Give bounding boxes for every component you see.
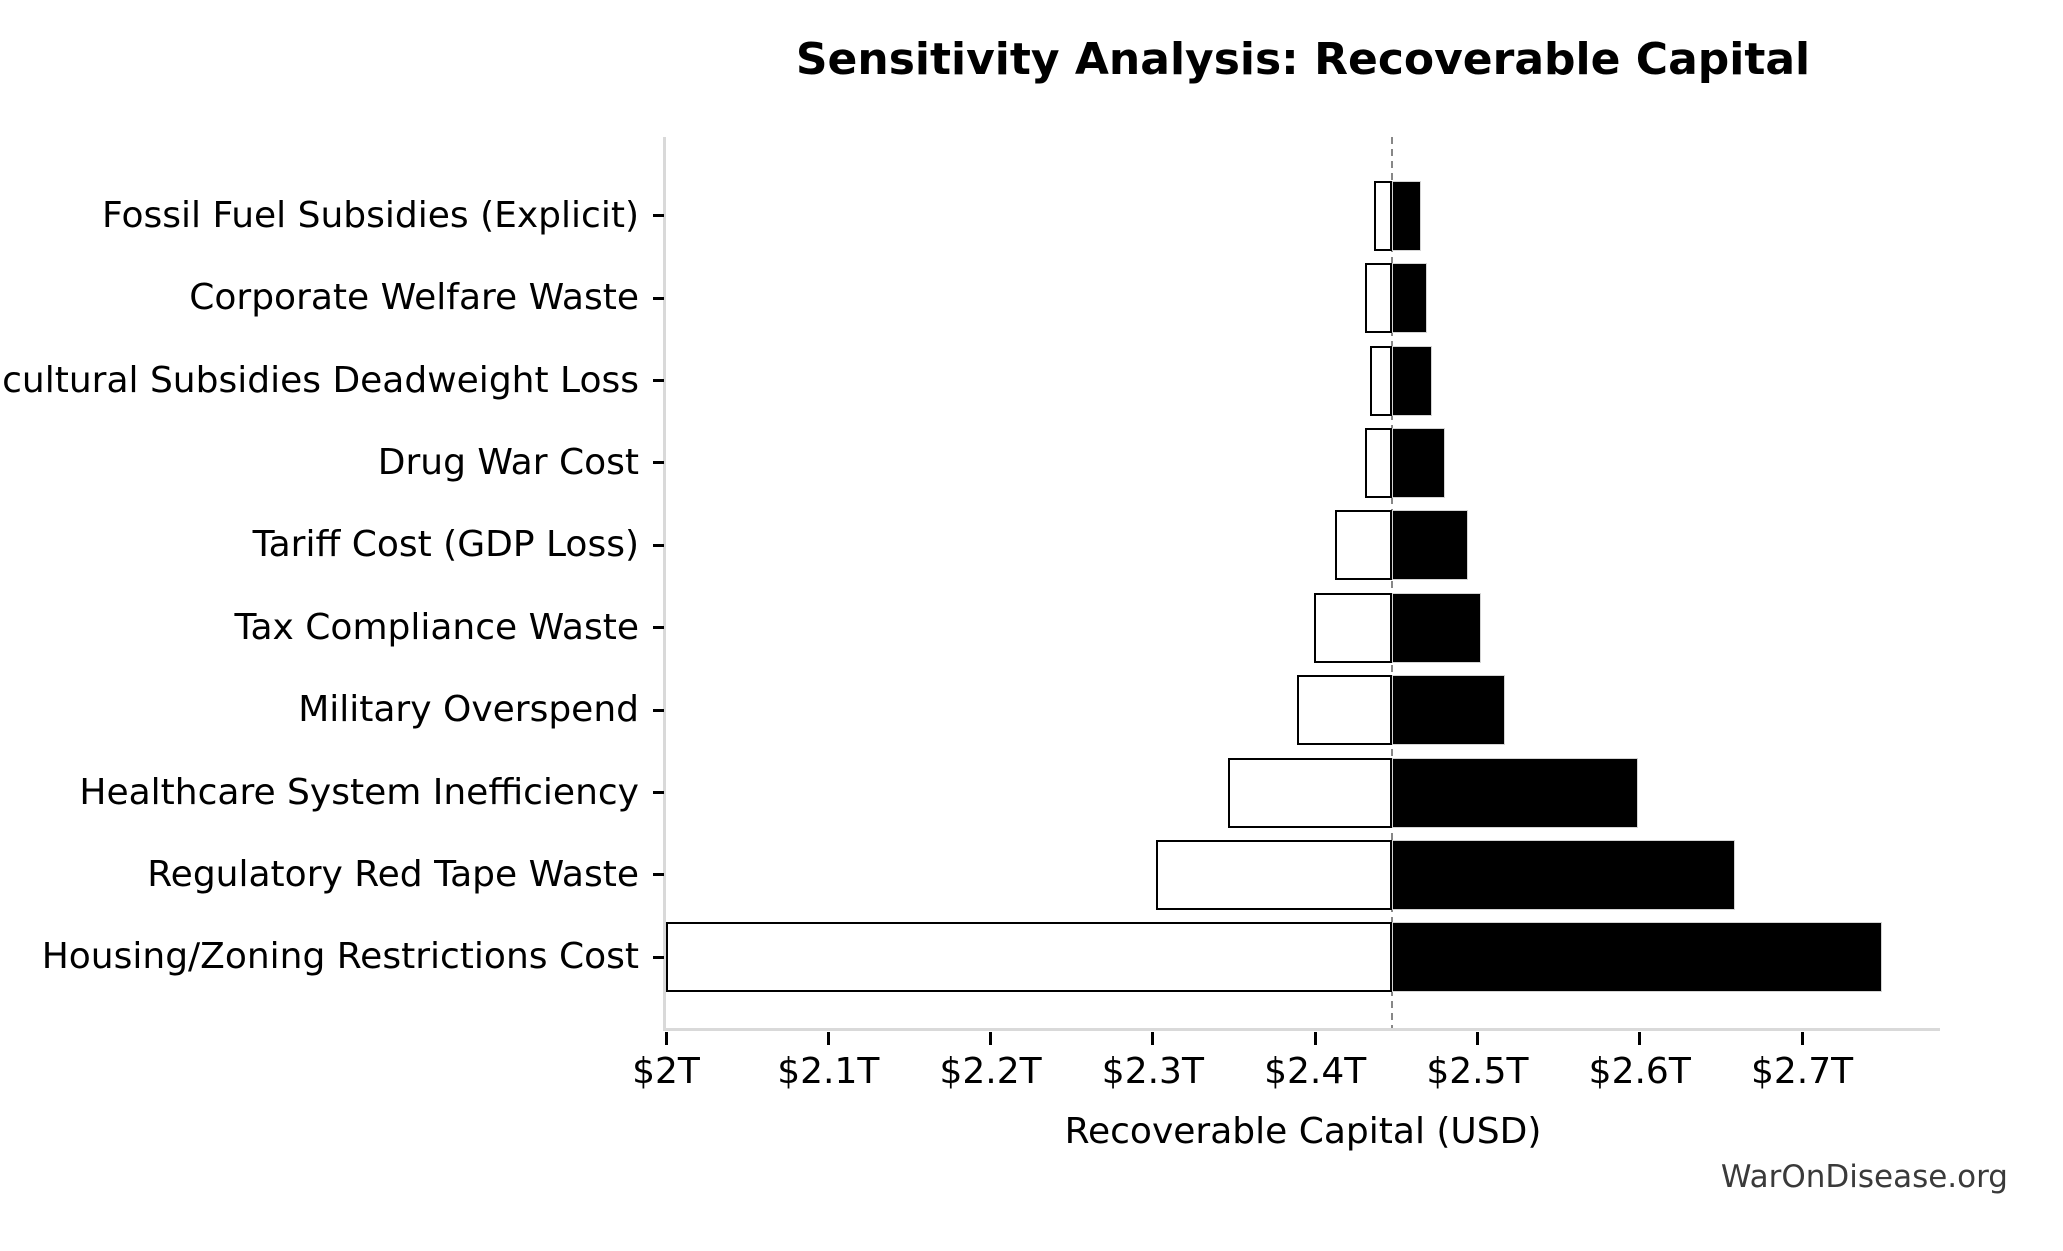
bar-high-3	[1392, 345, 1432, 416]
y-category-label: Fossil Fuel Subsidies (Explicit)	[102, 194, 639, 236]
y-category-label: Military Overspend	[298, 689, 639, 731]
y-tick-mark	[653, 626, 664, 630]
x-tick-mark	[1638, 1032, 1642, 1045]
x-tick-label: $2.4T	[1264, 1051, 1367, 1092]
x-tick-mark	[1475, 1032, 1479, 1045]
x-tick-label: $2.7T	[1750, 1051, 1854, 1092]
y-tick-mark	[653, 214, 664, 218]
x-tick-label: $2T	[632, 1051, 700, 1092]
y-category-label: Agricultural Subsidies Deadweight Loss	[0, 359, 639, 401]
x-axis-label: Recoverable Capital (USD)	[1064, 1111, 1542, 1152]
bar-high-8	[1392, 757, 1639, 828]
x-tick-mark	[1800, 1032, 1804, 1045]
y-tick-mark	[653, 708, 664, 712]
x-tick-mark	[1151, 1032, 1155, 1045]
y-tick-mark	[653, 791, 664, 794]
bar-low-1	[1373, 180, 1393, 251]
x-tick-mark	[989, 1032, 993, 1045]
x-tick-label: $2.5T	[1426, 1051, 1529, 1092]
x-tick-label: $2.2T	[939, 1051, 1042, 1092]
bar-low-10	[666, 922, 1393, 993]
base-value-line	[1391, 137, 1394, 1029]
bar-low-8	[1227, 757, 1393, 828]
bottom-axis-spine	[663, 1028, 1940, 1031]
bar-low-4	[1365, 427, 1393, 498]
x-tick-label: $2.3T	[1101, 1051, 1204, 1092]
left-axis-spine	[663, 137, 666, 1031]
y-tick-mark	[653, 296, 664, 300]
y-category-label: Drug War Cost	[377, 441, 639, 483]
x-tick-mark	[826, 1032, 830, 1045]
bar-high-7	[1392, 675, 1506, 746]
y-tick-mark	[653, 543, 664, 547]
y-tick-mark	[653, 873, 664, 877]
bar-high-1	[1392, 180, 1421, 251]
y-category-label: Regulatory Red Tape Waste	[147, 853, 639, 895]
y-category-label: Healthcare System Inefficiency	[79, 771, 639, 813]
bar-low-2	[1365, 263, 1393, 334]
bar-low-6	[1313, 592, 1393, 663]
bar-low-5	[1334, 510, 1393, 581]
chart-title: Sensitivity Analysis: Recoverable Capita…	[795, 34, 1811, 85]
bar-high-10	[1392, 922, 1882, 993]
y-category-label: Tariff Cost (GDP Loss)	[252, 524, 639, 566]
y-tick-mark	[653, 379, 664, 382]
bar-high-4	[1392, 427, 1445, 498]
x-tick-mark	[1313, 1032, 1317, 1045]
bar-high-2	[1392, 263, 1428, 334]
bar-low-9	[1156, 839, 1393, 910]
bar-high-5	[1392, 510, 1468, 581]
x-tick-label: $2.6T	[1588, 1051, 1691, 1092]
y-category-label: Tax Compliance Waste	[234, 606, 639, 648]
y-tick-mark	[653, 461, 664, 465]
y-tick-mark	[653, 955, 664, 959]
x-tick-mark	[664, 1032, 668, 1045]
y-category-label: Housing/Zoning Restrictions Cost	[41, 936, 639, 978]
x-tick-label: $2.1T	[777, 1051, 880, 1092]
bar-low-3	[1370, 345, 1393, 416]
bar-high-6	[1392, 592, 1481, 663]
bar-low-7	[1297, 675, 1393, 746]
bar-high-9	[1392, 839, 1736, 910]
y-category-label: Corporate Welfare Waste	[189, 277, 639, 319]
watermark-text: WarOnDisease.org	[1720, 1159, 2008, 1195]
